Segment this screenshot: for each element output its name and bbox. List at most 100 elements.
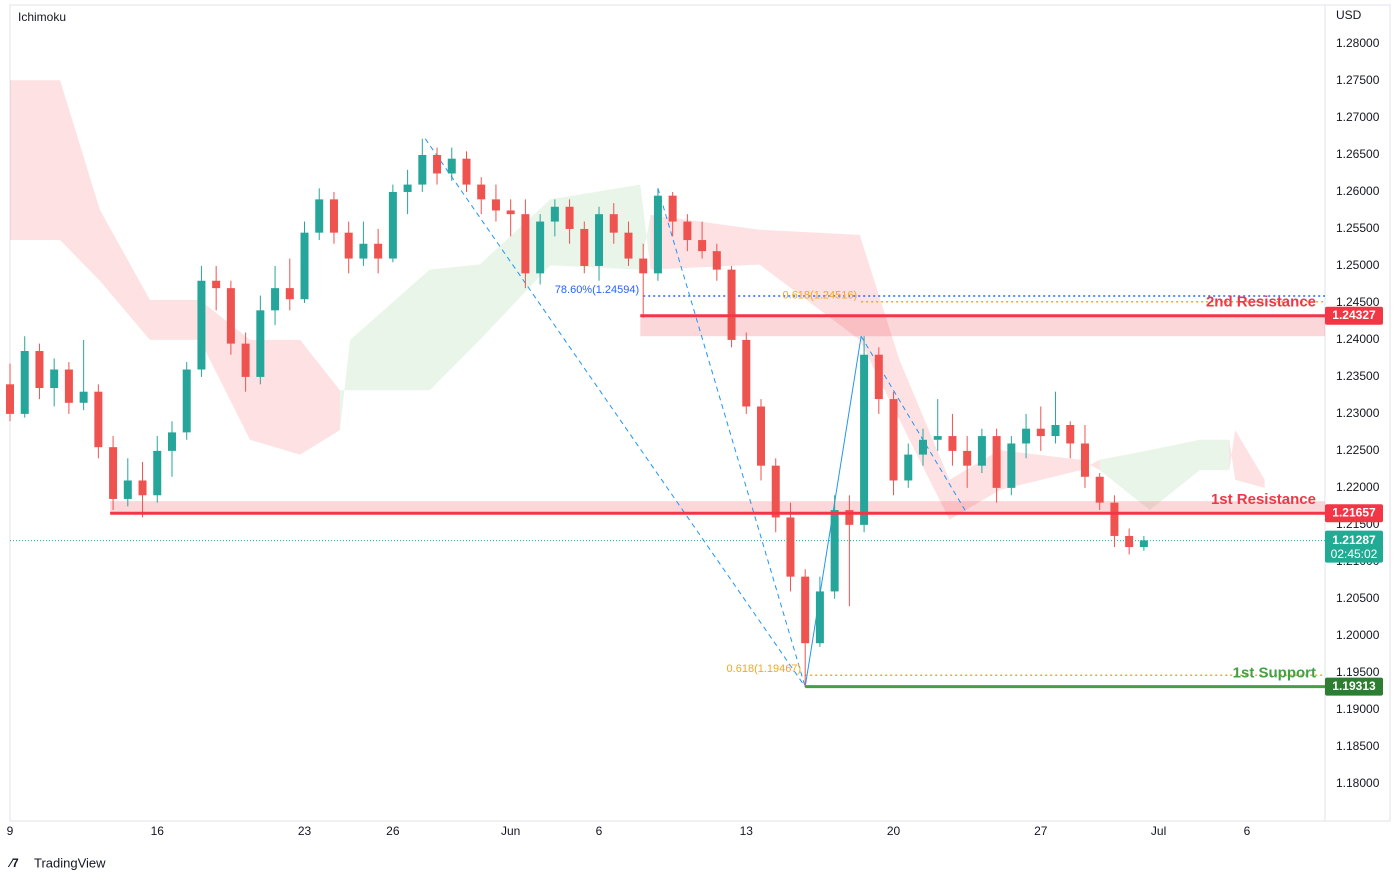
candle-body (1125, 535, 1134, 548)
candle-body (565, 206, 574, 229)
ichimoku-cloud (429, 264, 480, 391)
countdown-label: 02:45:02 (1331, 547, 1378, 561)
candle-body (963, 450, 972, 466)
candle-body (64, 369, 73, 403)
candle-body (20, 351, 29, 414)
x-tick-label: Jul (1151, 824, 1166, 838)
ichimoku-cloud (60, 80, 100, 281)
candle-body (771, 465, 780, 518)
y-tick-label: 1.22500 (1336, 443, 1380, 457)
candle-body (6, 384, 14, 414)
level-zone (640, 315, 1325, 337)
x-tick-label: 6 (1244, 824, 1251, 838)
candle-body (712, 251, 721, 270)
y-tick-label: 1.25500 (1336, 221, 1380, 235)
ichimoku-cloud (149, 299, 200, 340)
candle-body (757, 406, 766, 466)
candle-body (226, 288, 235, 344)
ichimoku-cloud (300, 339, 340, 455)
candle-body (683, 221, 692, 241)
y-tick-label: 1.18500 (1336, 739, 1380, 753)
candle-body (609, 214, 618, 233)
x-tick-label: 13 (740, 824, 754, 838)
candle-body (329, 199, 338, 233)
x-tick-label: Jun (501, 824, 520, 838)
candle-body (992, 436, 1001, 488)
y-tick-label: 1.20500 (1336, 591, 1380, 605)
candle-body (1007, 443, 1016, 488)
ichimoku-cloud (999, 450, 1081, 491)
x-tick-label: 27 (1034, 824, 1048, 838)
candle-body (1110, 502, 1119, 536)
candle-body (904, 454, 913, 481)
candle-body (359, 243, 368, 259)
candle-body (462, 158, 471, 185)
price-badge-label: 1.19313 (1332, 679, 1376, 693)
candle-body (977, 436, 986, 466)
candle-body (182, 369, 191, 433)
ichimoku-cloud (339, 339, 351, 431)
y-tick-label: 1.26000 (1336, 184, 1380, 198)
candle-body (1022, 428, 1031, 444)
y-tick-label: 1.19500 (1336, 665, 1380, 679)
pattern-line (860, 335, 968, 515)
ichimoku-cloud (1199, 439, 1230, 471)
y-tick-label: 1.23500 (1336, 369, 1380, 383)
level-label: 2nd Resistance (1206, 294, 1316, 311)
x-tick-label: 23 (298, 824, 312, 838)
y-tick-label: 1.25000 (1336, 258, 1380, 272)
candle-body (668, 195, 677, 222)
candle-body (403, 184, 412, 192)
level-label: 1st Resistance (1211, 491, 1316, 508)
pattern-line (424, 138, 806, 688)
y-tick-label: 1.24000 (1336, 332, 1380, 346)
ichimoku-cloud (10, 80, 61, 241)
plot: 2nd Resistance 1st Resistance 1st Support 7… (6, 80, 1325, 689)
candle-body (918, 439, 927, 455)
y-tick-label: 1.27000 (1336, 110, 1380, 124)
candle-body (197, 280, 206, 370)
currency: USD (1336, 8, 1362, 22)
candle-body (374, 243, 383, 259)
candle-body (595, 214, 604, 266)
price-badge-label: 1.24327 (1332, 308, 1376, 322)
candle-body (388, 191, 397, 259)
y-tick-label: 1.22000 (1336, 480, 1380, 494)
indicator-title: Ichimoku (18, 10, 66, 24)
candle-body (344, 232, 353, 259)
candle-body (933, 436, 942, 440)
y-tick-label: 1.28000 (1336, 36, 1380, 50)
candle-body (241, 343, 250, 377)
candle-body (491, 199, 500, 211)
x-tick-label: 9 (7, 824, 14, 838)
candle-body (506, 210, 515, 215)
candle-body (948, 436, 957, 451)
candle-body (1066, 424, 1075, 444)
y-tick-label: 1.23000 (1336, 406, 1380, 420)
candle-body (418, 154, 427, 185)
ichimoku-cloud (1149, 439, 1200, 511)
candle-body (521, 214, 530, 274)
ichimoku-cloud (1099, 450, 1150, 511)
candle-body (300, 232, 309, 300)
price-badge (1325, 677, 1383, 696)
ichimoku-cloud (479, 199, 551, 340)
candle-body (536, 221, 545, 274)
candle-body (1051, 424, 1060, 437)
last-price-badge (1325, 530, 1383, 563)
brand: TradingView (34, 855, 106, 870)
candle-body (845, 510, 854, 525)
level-zone (110, 501, 1325, 514)
last-price-label: 1.21287 (1332, 533, 1376, 547)
y-tick-label: 1.26500 (1336, 147, 1380, 161)
candle-body (742, 339, 751, 407)
candle-body (271, 288, 280, 311)
candle-body (315, 199, 324, 233)
price-badge-label: 1.21657 (1332, 505, 1376, 519)
candle-body (138, 480, 147, 496)
candle-body (447, 158, 456, 174)
y-tick-label: 1.19000 (1336, 702, 1380, 716)
ichimoku-cloud (350, 269, 430, 391)
